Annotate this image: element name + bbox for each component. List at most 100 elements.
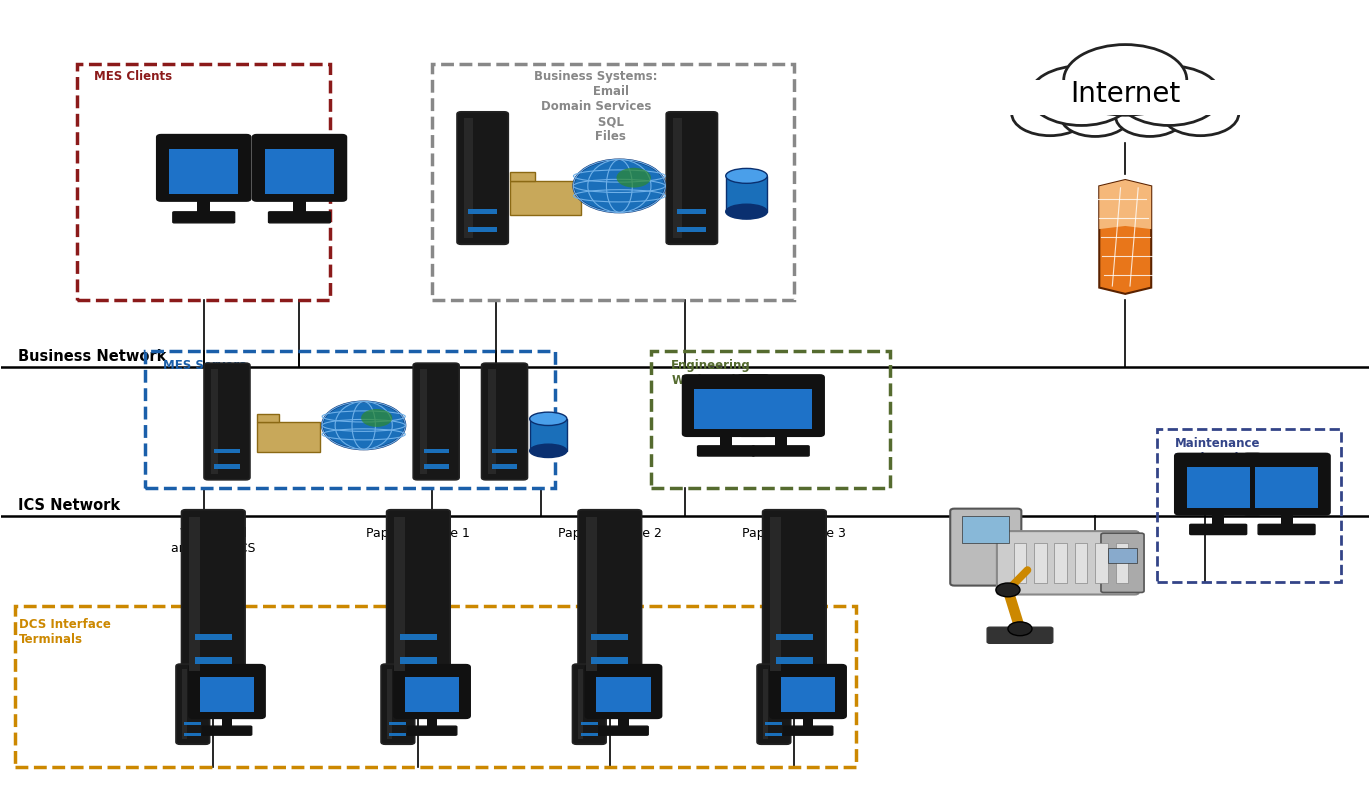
Circle shape [616,168,651,188]
FancyBboxPatch shape [1281,511,1292,527]
FancyBboxPatch shape [464,118,473,238]
Text: Engineering
Workstations: Engineering Workstations [671,359,759,387]
FancyBboxPatch shape [578,669,584,739]
FancyBboxPatch shape [469,209,497,214]
FancyBboxPatch shape [1108,548,1137,563]
Polygon shape [258,414,279,422]
FancyBboxPatch shape [222,715,232,728]
FancyBboxPatch shape [170,150,238,194]
Polygon shape [1099,180,1151,294]
FancyBboxPatch shape [211,369,218,474]
FancyBboxPatch shape [763,669,769,739]
FancyBboxPatch shape [775,657,812,663]
Circle shape [574,159,666,212]
FancyBboxPatch shape [682,375,769,436]
Text: ICS Network: ICS Network [18,498,121,513]
FancyBboxPatch shape [407,727,456,735]
FancyBboxPatch shape [770,518,781,671]
FancyBboxPatch shape [666,112,718,244]
FancyBboxPatch shape [175,664,210,744]
Text: Business Systems:
       Email
Domain Services
       SQL
       Files: Business Systems: Email Domain Services … [534,70,658,143]
FancyBboxPatch shape [997,531,1138,594]
Circle shape [1029,65,1133,125]
FancyBboxPatch shape [386,510,451,678]
Circle shape [322,402,406,449]
FancyBboxPatch shape [592,657,629,663]
FancyBboxPatch shape [252,135,347,201]
FancyBboxPatch shape [195,634,232,641]
FancyBboxPatch shape [781,677,836,712]
FancyBboxPatch shape [1101,533,1144,593]
FancyBboxPatch shape [414,363,459,480]
FancyBboxPatch shape [573,664,606,744]
Ellipse shape [726,169,767,184]
FancyBboxPatch shape [770,665,845,718]
Ellipse shape [530,412,567,426]
Text: DCS Interface
Terminals: DCS Interface Terminals [19,618,111,646]
FancyBboxPatch shape [469,227,497,232]
FancyBboxPatch shape [173,212,234,223]
FancyBboxPatch shape [1212,511,1225,527]
FancyBboxPatch shape [189,518,200,671]
FancyBboxPatch shape [293,198,306,214]
FancyBboxPatch shape [775,634,812,641]
Ellipse shape [726,204,767,219]
Circle shape [1063,45,1186,115]
FancyBboxPatch shape [1175,454,1262,515]
Circle shape [1115,97,1184,136]
FancyBboxPatch shape [1189,524,1247,534]
FancyBboxPatch shape [482,363,527,480]
FancyBboxPatch shape [269,212,330,223]
FancyBboxPatch shape [695,388,758,429]
Circle shape [996,583,1021,597]
FancyBboxPatch shape [1186,467,1249,507]
FancyBboxPatch shape [204,363,249,480]
FancyBboxPatch shape [678,227,706,232]
FancyBboxPatch shape [1115,542,1129,583]
FancyBboxPatch shape [1014,542,1026,583]
FancyBboxPatch shape [214,448,240,453]
FancyBboxPatch shape [423,448,449,453]
Text: Wood yard
and Pulp DCS: Wood yard and Pulp DCS [171,527,256,556]
FancyBboxPatch shape [585,665,662,718]
FancyBboxPatch shape [492,464,516,469]
FancyBboxPatch shape [200,677,255,712]
FancyBboxPatch shape [763,510,826,678]
Text: MES Servers: MES Servers [163,359,247,372]
FancyBboxPatch shape [214,464,240,469]
Text: Paper Machine 1
DCS: Paper Machine 1 DCS [366,527,470,556]
FancyBboxPatch shape [1255,467,1318,507]
FancyBboxPatch shape [697,446,755,456]
FancyBboxPatch shape [1010,80,1241,115]
FancyBboxPatch shape [673,118,682,238]
FancyBboxPatch shape [458,112,508,244]
FancyBboxPatch shape [988,627,1052,643]
Text: MES Clients: MES Clients [95,70,173,84]
FancyBboxPatch shape [386,669,392,739]
Polygon shape [1099,180,1151,229]
Circle shape [1012,91,1088,136]
FancyBboxPatch shape [1034,542,1047,583]
FancyBboxPatch shape [599,727,648,735]
FancyBboxPatch shape [197,198,211,214]
FancyBboxPatch shape [951,508,1022,585]
FancyBboxPatch shape [803,715,814,728]
FancyBboxPatch shape [592,634,629,641]
Circle shape [1117,65,1221,125]
FancyBboxPatch shape [1096,542,1108,583]
Text: Paper Machine 2
DCS: Paper Machine 2 DCS [558,527,662,556]
FancyBboxPatch shape [618,715,629,728]
FancyBboxPatch shape [586,518,597,671]
FancyBboxPatch shape [488,369,496,474]
FancyBboxPatch shape [492,448,516,453]
FancyBboxPatch shape [203,727,252,735]
FancyBboxPatch shape [185,723,201,725]
FancyBboxPatch shape [530,418,567,451]
FancyBboxPatch shape [389,733,407,736]
FancyBboxPatch shape [182,669,186,739]
FancyBboxPatch shape [381,664,415,744]
FancyBboxPatch shape [774,433,786,448]
FancyBboxPatch shape [395,518,406,671]
FancyBboxPatch shape [419,369,427,474]
FancyBboxPatch shape [578,510,641,678]
